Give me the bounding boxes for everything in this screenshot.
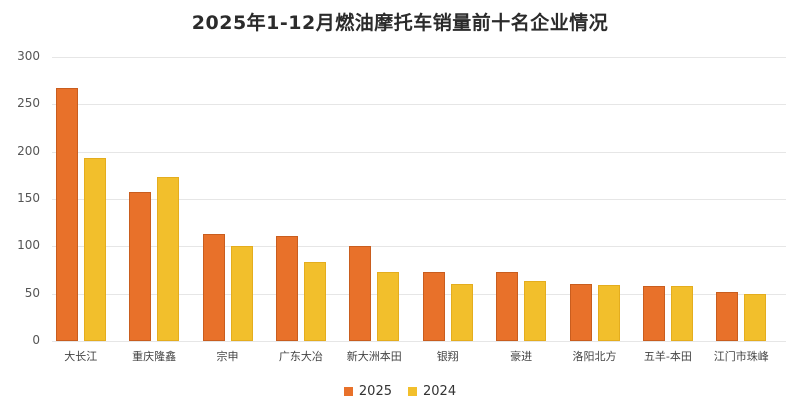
x-tick-label: 豪进 — [510, 350, 533, 363]
y-tick-label: 0 — [32, 333, 40, 347]
y-tick-label: 100 — [17, 238, 40, 253]
x-tick-label: 宗申 — [216, 350, 239, 363]
x-tick-label: 银翔 — [436, 350, 459, 363]
x-tick-label: 洛阳北方 — [572, 350, 617, 363]
y-tick-label: 200 — [17, 143, 40, 158]
x-tick-label: 五羊-本田 — [643, 350, 692, 363]
bar-2024 — [377, 271, 400, 341]
bar-2024 — [230, 246, 253, 341]
bar-2024 — [524, 281, 547, 341]
legend-label: 2025 — [358, 384, 392, 399]
x-tick-label: 大长江 — [64, 350, 98, 363]
gridline — [52, 104, 786, 106]
x-tick-label: 广东大冶 — [278, 350, 323, 363]
gridline — [52, 341, 786, 342]
gridline — [52, 199, 786, 200]
bar-2024 — [744, 293, 767, 341]
gridline — [52, 246, 786, 248]
bar-2025 — [422, 271, 445, 341]
y-tick-label: 250 — [17, 96, 40, 111]
gridline — [52, 57, 786, 58]
bar-2025 — [569, 284, 592, 341]
bar-2024 — [83, 158, 106, 341]
x-tick-label: 重庆隆鑫 — [132, 350, 177, 363]
legend-swatch-icon — [343, 387, 353, 396]
legend-item-2024: 2024 — [408, 384, 456, 399]
y-tick-label: 50 — [24, 285, 40, 300]
x-tick-label: 江门市珠峰 — [713, 350, 769, 363]
legend-swatch-icon — [408, 387, 417, 396]
gridline — [52, 293, 786, 295]
bar-2025 — [642, 286, 665, 341]
legend-item-2025: 2025 — [343, 384, 392, 399]
y-tick-label: 300 — [17, 49, 40, 63]
bar-2025 — [275, 235, 298, 341]
legend-label: 2024 — [423, 384, 457, 399]
bar-2025 — [129, 192, 152, 341]
bar-2024 — [303, 262, 326, 341]
bar-2024 — [597, 285, 620, 341]
bar-2024 — [670, 286, 693, 341]
chart-title: 2025年1-12月燃油摩托车销量前十名企业情况 — [191, 12, 609, 34]
bar-2024 — [157, 177, 180, 341]
legend: 2025 2024 — [0, 384, 800, 399]
bar-2025 — [716, 291, 739, 341]
plot-area: 0 50 100 150 200 250 300 大长江 重庆隆鑫 宗申 广东大冶 新大洲本田 银翔 豪进… — [17, 49, 786, 363]
gridline — [52, 151, 786, 153]
bar-2025 — [202, 234, 225, 341]
x-tick-label: 新大洲本田 — [346, 350, 402, 363]
bar-2025 — [349, 246, 372, 341]
bar-2025 — [55, 88, 78, 341]
y-tick-label: 150 — [17, 191, 40, 205]
bar-2024 — [450, 284, 473, 341]
bar-2025 — [496, 271, 519, 341]
